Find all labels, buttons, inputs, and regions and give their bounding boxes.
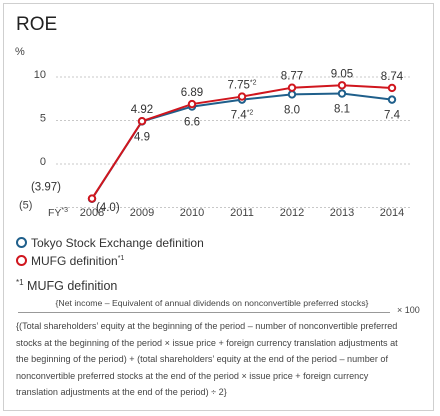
- x-tick-label: 2013: [330, 207, 354, 219]
- y-tick-label: 5: [40, 113, 46, 125]
- x-tick-label: 2008: [80, 207, 104, 219]
- data-point-mufg: [137, 116, 147, 126]
- data-label-tse: 7.4*2: [231, 110, 254, 122]
- data-point-mufg: [337, 81, 347, 90]
- x-tick-label: 2010: [180, 207, 204, 219]
- formula-denominator: {(Total shareholders’ equity at the begi…: [16, 321, 398, 398]
- data-point-mufg: [87, 194, 97, 203]
- data-label-tse: 4.9: [134, 131, 150, 143]
- data-point-mufg: [237, 92, 247, 101]
- data-label-mufg: 4.92: [131, 104, 153, 116]
- x-tick-label: 2012: [280, 207, 304, 219]
- y-tick-label: 10: [34, 69, 46, 81]
- x-tick-label: 2009: [130, 207, 154, 219]
- y-axis-unit-label: %: [15, 46, 25, 58]
- data-point-tse: [387, 95, 397, 104]
- data-point-mufg: [187, 99, 197, 109]
- fiscal-year-label: FY*3: [48, 207, 68, 219]
- data-label-mufg: 8.74: [381, 71, 404, 83]
- data-label-tse: (4.0): [96, 202, 120, 214]
- data-label-tse: 8.1: [334, 104, 350, 116]
- data-label-mufg: (3.97): [31, 182, 61, 194]
- formula-numerator: {Net income – Equivalent of annual divid…: [55, 298, 369, 308]
- data-label-mufg: 9.05: [331, 68, 353, 80]
- chart-card: [3, 3, 434, 411]
- data-label-mufg: 7.75*2: [227, 80, 256, 92]
- x-tick-label: 2014: [380, 207, 404, 219]
- y-tick-label: 0: [40, 156, 46, 168]
- data-label-tse: 8.0: [284, 104, 300, 116]
- data-label-tse: 6.6: [184, 117, 200, 129]
- formula-multiplier: × 100: [397, 305, 420, 315]
- legend-item-mufg: MUFG definition*1: [16, 254, 124, 268]
- data-point-tse: [337, 89, 347, 98]
- data-point-mufg: [387, 83, 397, 93]
- fraction-bar: [18, 312, 390, 313]
- circle-marker-icon: [16, 255, 27, 266]
- footnote-title-text: MUFG definition: [27, 279, 118, 293]
- chart-title: ROE: [16, 14, 58, 35]
- data-label-mufg: 8.77: [281, 71, 303, 83]
- legend-label-tse: Tokyo Stock Exchange definition: [31, 236, 204, 250]
- y-tick-label: (5): [19, 200, 32, 212]
- data-label-mufg: 6.89: [181, 87, 203, 99]
- x-tick-label: 2011: [230, 207, 254, 219]
- legend-label-mufg: MUFG definition: [31, 254, 118, 268]
- footnote-marker: *1: [16, 278, 24, 287]
- data-point-tse: [287, 90, 297, 99]
- footnote-title: *1 MUFG definition: [16, 278, 117, 293]
- data-point-mufg: [287, 83, 297, 92]
- circle-marker-icon: [16, 237, 27, 248]
- legend-footnote-marker: *1: [117, 255, 125, 262]
- data-label-tse: 7.4: [384, 110, 401, 122]
- legend-item-tse: Tokyo Stock Exchange definition: [16, 236, 204, 250]
